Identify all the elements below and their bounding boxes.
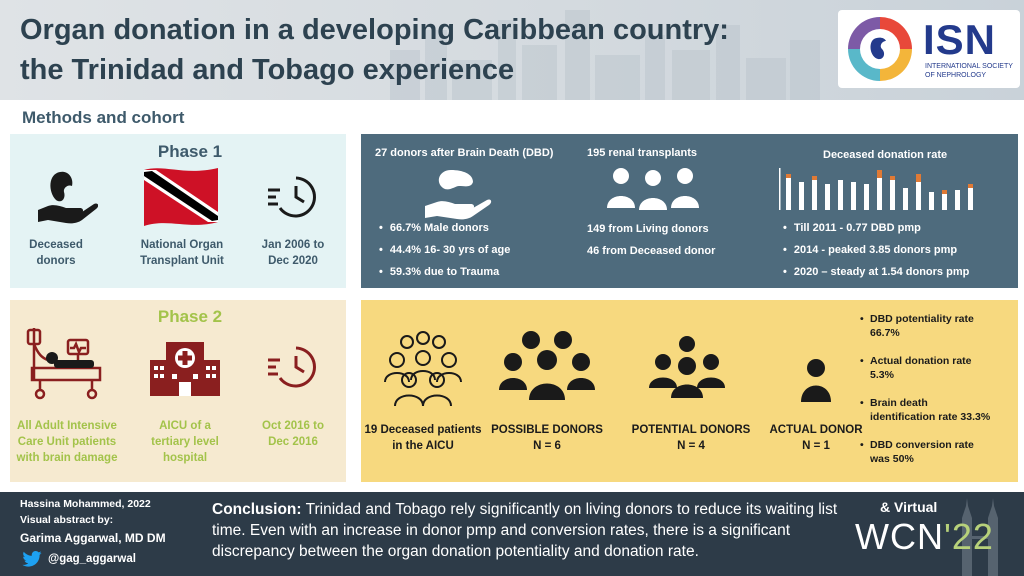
funnel-actual-label: ACTUAL DONOR N = 1: [769, 424, 863, 452]
phase1-title: Phase 1: [157, 142, 223, 161]
dbd-heading: 27 donors after Brain Death (DBD): [375, 147, 554, 159]
actual-donor-icon: [801, 359, 831, 402]
phase1-item-notu: National Organ Transplant Unit: [140, 239, 224, 267]
footer-illustrator: Garima Aggarwal, MD DM: [20, 531, 166, 545]
title-line-1: Organ donation in a developing Caribbean…: [20, 14, 729, 46]
rate-heading: Deceased donation rate: [823, 149, 948, 161]
footer-author: Hassina Mohammed, 2022: [20, 498, 151, 510]
funnel-panel: 19 Deceased patients in the AICU POSSIBL…: [361, 300, 1018, 482]
isn-logo: [838, 10, 1020, 88]
skyline-graphic: [390, 10, 820, 100]
transplants-living: 149 from Living donors: [587, 223, 709, 235]
rate-bullet-2014: 2014 - peaked 3.85 donors pmp: [783, 244, 957, 256]
phase2-item-patients: All Adult Intensive Care Unit patients w…: [16, 420, 118, 464]
conclusion-text: Conclusion: Trinidad and Tobago rely sig…: [212, 501, 838, 560]
phase2-title: Phase 2: [157, 307, 223, 326]
trinidad-flag-icon: [144, 168, 218, 226]
dbd-bullet-age: 44.4% 16- 30 yrs of age: [379, 244, 510, 256]
section-title: Methods and cohort: [22, 108, 185, 127]
icu-bed-icon: [26, 328, 102, 400]
phase1-item-deceased: Deceased donors: [29, 239, 83, 267]
transplants-heading: 195 renal transplants: [587, 147, 698, 159]
phase2-item-aicu: AICU of a tertiary level hospital: [151, 420, 219, 464]
twin-towers-graphic: [962, 498, 998, 576]
footer: [0, 492, 1024, 576]
funnel-possible-label: POSSIBLE DONORS N = 6: [491, 424, 603, 452]
phase2-item-dates: Oct 2016 to Dec 2016: [262, 420, 324, 448]
transplants-deceased: 46 from Deceased donor: [587, 245, 716, 257]
phase1-panel: Phase 1 Deceased donors National Organ T…: [10, 134, 346, 288]
page-title: Organ donation in a developing Caribbean…: [20, 10, 729, 90]
wcn-virtual-label: & Virtual: [880, 499, 938, 515]
hand-kidney-icon: [38, 171, 98, 224]
rate-bullet-2011: Till 2011 - 0.77 DBD pmp: [783, 222, 921, 234]
dbd-panel: 27 donors after Brain Death (DBD) 66.7% …: [361, 134, 1018, 288]
dbd-bullet-male: 66.7% Male donors: [379, 222, 489, 234]
dbd-bullet-trauma: 59.3% due to Trauma: [379, 266, 499, 278]
hand-kidney-icon: [425, 170, 492, 220]
rate-bullet-2020: 2020 – steady at 1.54 donors pmp: [783, 266, 969, 278]
history-clock-icon: [268, 346, 316, 388]
funnel-aicu-label: 19 Deceased patients in the AICU: [364, 424, 482, 452]
footer-twitter-handle[interactable]: @gag_aggarwal: [48, 553, 136, 565]
possible-donors-icon: [499, 331, 595, 400]
isn-logo-subtitle: International Society of Nephrology: [925, 63, 1013, 79]
isn-logo-text: ISN: [923, 16, 997, 63]
isn-emblem-icon: [848, 17, 912, 81]
potential-donors-icon: [649, 336, 725, 398]
twitter-icon: [22, 551, 42, 567]
wcn-logo: WCN'22: [855, 516, 994, 557]
footer-abstract-by: Visual abstract by:: [20, 514, 114, 526]
phase2-panel: Phase 2 All Adult Intensive Care Un: [10, 300, 346, 482]
conclusion-label: Conclusion:: [212, 501, 302, 518]
funnel-potential-label: POTENTIAL DONORS N = 4: [631, 424, 751, 452]
donation-rate-bars: [779, 168, 973, 210]
hospital-icon: [150, 342, 220, 396]
people-group-icon: [607, 168, 699, 210]
phase1-item-dates: Jan 2006 to Dec 2020: [261, 239, 325, 267]
title-line-2: the Trinidad and Tobago experience: [20, 54, 515, 86]
history-clock-icon: [268, 176, 316, 218]
people-crowd-outline-icon: [384, 331, 462, 407]
